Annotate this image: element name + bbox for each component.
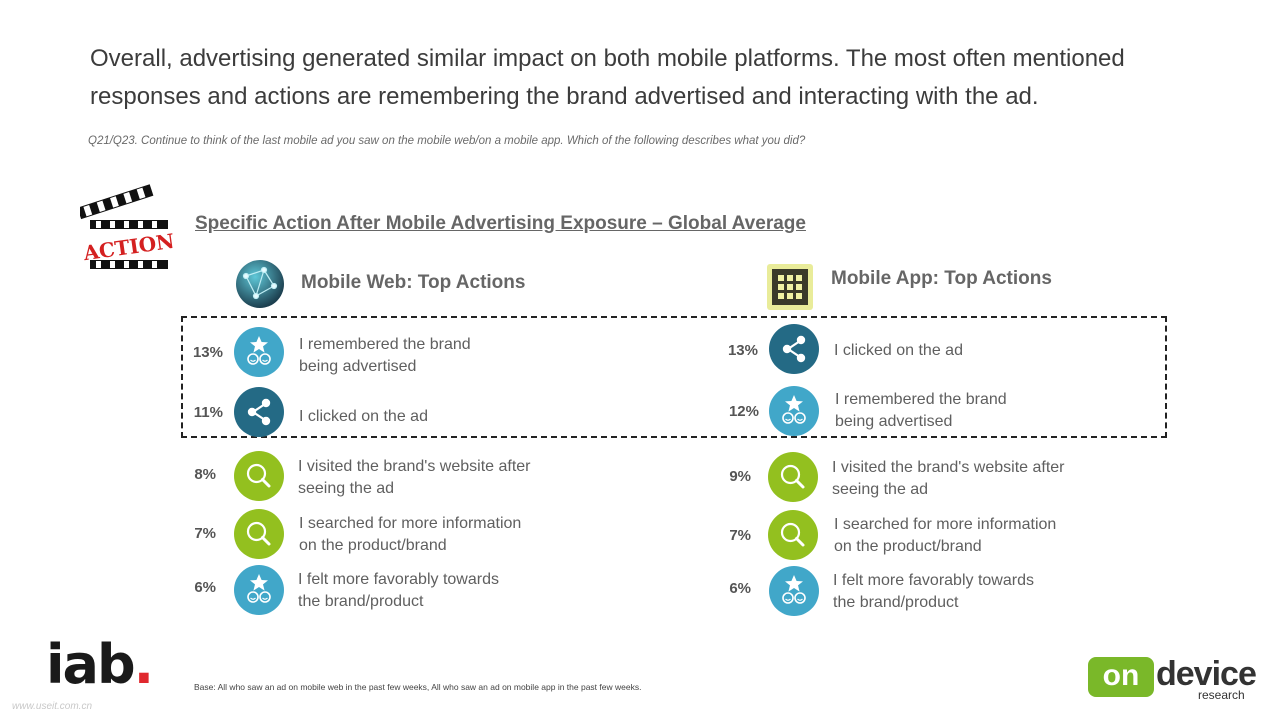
watermark: www.useit.com.cn <box>12 701 93 712</box>
action-label: I clicked on the ad <box>834 342 963 359</box>
headline: Overall, advertising generated similar i… <box>90 45 1125 110</box>
question-text: Q21/Q23. Continue to think of the last m… <box>88 135 806 147</box>
magnifier-icon <box>234 509 284 559</box>
action-label: I remembered the brand being advertised <box>835 391 1007 430</box>
iab-logo: iab. <box>46 633 154 696</box>
star-eyes-icon <box>234 327 284 377</box>
action-label: I searched for more information on the pr… <box>299 515 522 554</box>
percent-value: 6% <box>194 579 216 596</box>
percent-value: 13% <box>727 342 758 359</box>
ondevice-logo: on device research <box>1086 655 1257 705</box>
base-note: Base: All who saw an ad on mobile web in… <box>194 682 642 692</box>
percent-value: 7% <box>194 525 216 542</box>
globe-icon <box>236 260 284 308</box>
action-label: I searched for more information on the pr… <box>834 516 1057 555</box>
magnifier-icon <box>768 452 818 502</box>
star-eyes-icon <box>234 565 284 615</box>
magnifier-icon <box>768 510 818 560</box>
percent-value: 12% <box>728 403 759 420</box>
percent-value: 11% <box>193 404 223 421</box>
clapperboard-icon: ACTION <box>80 184 175 269</box>
action-label: I felt more favorably towards the brand/p… <box>833 572 1034 611</box>
magnifier-icon <box>234 451 284 501</box>
action-label: I remembered the brand being advertised <box>299 336 471 375</box>
action-label: I felt more favorably towards the brand/p… <box>298 571 499 610</box>
action-label: I visited the brand's website after seein… <box>832 459 1065 498</box>
mobile-app-title: Mobile App: Top Actions <box>831 268 1052 289</box>
top-two-highlight-box <box>181 316 1167 438</box>
app-grid-icon <box>767 264 813 310</box>
percent-value: 7% <box>729 527 751 544</box>
share-icon <box>234 387 284 437</box>
share-icon <box>769 324 819 374</box>
percent-value: 6% <box>729 580 751 597</box>
star-eyes-icon <box>769 566 819 616</box>
star-eyes-icon <box>769 386 819 436</box>
action-badge-text: ACTION <box>81 229 175 266</box>
percent-value: 9% <box>729 468 751 485</box>
action-label: I visited the brand's website after seein… <box>298 458 531 497</box>
percent-value: 8% <box>194 466 216 483</box>
section-title: Specific Action After Mobile Advertising… <box>195 213 806 234</box>
mobile-web-title: Mobile Web: Top Actions <box>301 272 526 293</box>
action-label: I clicked on the ad <box>299 408 428 425</box>
percent-value: 13% <box>192 344 223 361</box>
